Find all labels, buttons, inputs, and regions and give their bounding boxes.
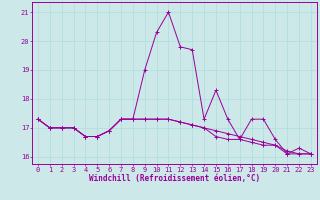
X-axis label: Windchill (Refroidissement éolien,°C): Windchill (Refroidissement éolien,°C) xyxy=(89,174,260,183)
